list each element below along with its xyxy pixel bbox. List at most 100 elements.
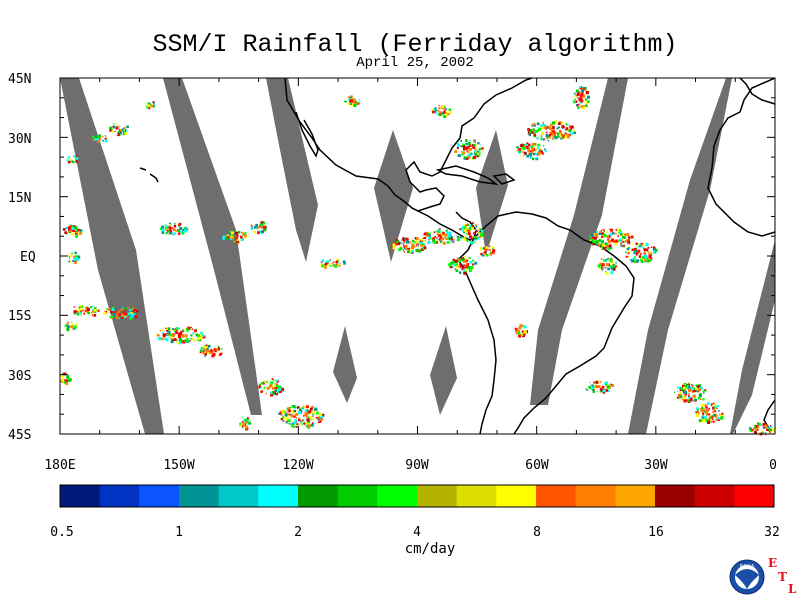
rain-pixel — [62, 382, 65, 384]
rain-pixel — [83, 311, 85, 313]
rain-pixel — [357, 103, 360, 105]
rain-pixel — [200, 331, 203, 334]
rain-pixel — [463, 238, 467, 241]
rain-pixel — [272, 386, 275, 390]
rain-pixel — [120, 306, 123, 309]
rain-pixel — [757, 422, 760, 425]
rain-pixel — [467, 142, 471, 146]
rain-pixel — [565, 123, 568, 126]
rain-pixel — [700, 409, 704, 413]
rain-pixel — [147, 104, 151, 108]
rain-pixel — [535, 157, 539, 161]
rain-pixel — [181, 231, 185, 235]
rain-pixel — [462, 257, 464, 259]
rain-pixel — [85, 306, 88, 309]
rain-pixel — [624, 237, 626, 239]
rain-pixel — [177, 229, 181, 233]
rain-pixel — [244, 419, 248, 423]
rain-pixel — [173, 224, 177, 228]
rain-pixel — [462, 151, 466, 155]
rain-pixel — [212, 350, 215, 353]
rain-pixel — [690, 389, 692, 391]
rain-pixel — [417, 244, 419, 246]
rain-pixel — [701, 407, 704, 410]
rain-pixel — [241, 421, 244, 424]
rain-pixel — [542, 145, 545, 147]
rain-pixel — [635, 253, 638, 256]
rain-pixel — [705, 417, 707, 420]
rain-pixel — [768, 428, 772, 432]
rain-pixel — [522, 334, 525, 338]
rain-pixel — [444, 236, 446, 239]
rain-pixel — [68, 230, 71, 233]
rain-pixel — [530, 131, 534, 134]
rain-pixel — [637, 243, 639, 246]
rain-pixel — [573, 92, 576, 95]
rain-pixel — [684, 389, 687, 391]
colorbar-swatch — [417, 485, 458, 507]
map-panel — [60, 78, 775, 434]
rain-pixel — [130, 314, 134, 318]
rain-pixel — [208, 351, 212, 354]
rain-pixel — [202, 351, 206, 355]
rain-pixel — [323, 265, 327, 269]
rain-pixel — [458, 271, 462, 274]
rain-pixel — [627, 255, 629, 258]
rain-pixel — [191, 337, 195, 341]
rain-pixel — [80, 309, 83, 312]
rain-pixel — [707, 413, 710, 415]
rain-pixel — [399, 242, 402, 245]
rain-pixel — [68, 378, 72, 382]
rain-pixel — [260, 387, 262, 389]
rain-pixel — [556, 132, 559, 134]
rain-pixel — [427, 237, 430, 239]
rain-pixel — [703, 392, 705, 394]
rain-pixel — [518, 330, 520, 332]
rain-pixel — [418, 249, 422, 253]
rain-pixel — [312, 413, 314, 415]
rain-pixel — [187, 340, 190, 343]
rain-pixel — [468, 230, 470, 232]
rain-pixel — [614, 232, 617, 235]
rain-pixel — [396, 239, 400, 243]
rain-pixel — [83, 313, 86, 315]
rain-pixel — [453, 237, 455, 240]
colorbar-unit: cm/day — [404, 541, 456, 557]
rain-pixel — [713, 403, 717, 406]
rain-pixel — [613, 263, 616, 266]
rain-pixel — [159, 329, 162, 332]
rain-pixel — [111, 314, 114, 316]
rain-pixel — [69, 261, 71, 263]
rain-pixel — [573, 98, 575, 100]
rain-pixel — [180, 331, 182, 333]
colorbar-swatch — [575, 485, 616, 507]
rain-pixel — [480, 149, 483, 152]
rain-pixel — [697, 388, 701, 392]
rain-pixel — [169, 333, 173, 337]
rain-pixel — [64, 231, 67, 234]
rain-pixel — [469, 269, 472, 272]
rain-pixel — [520, 328, 522, 330]
rain-pixel — [133, 309, 136, 313]
rain-pixel — [654, 250, 657, 254]
rain-pixel — [250, 224, 253, 227]
rain-pixel — [702, 419, 706, 423]
rain-pixel — [699, 394, 702, 397]
rain-pixel — [692, 390, 694, 392]
rain-pixel — [230, 235, 234, 238]
rain-pixel — [277, 392, 279, 394]
rain-pixel — [442, 231, 445, 235]
rain-pixel — [444, 113, 448, 117]
rain-pixel — [124, 312, 127, 316]
rain-pixel — [585, 98, 588, 101]
rain-pixel — [312, 415, 314, 417]
rain-pixel — [167, 327, 171, 331]
rain-pixel — [345, 101, 347, 103]
rain-pixel — [438, 107, 441, 110]
rain-pixel — [692, 394, 696, 398]
rain-pixel — [526, 144, 528, 146]
rain-pixel — [260, 225, 263, 228]
rain-pixel — [599, 262, 603, 265]
rain-pixel — [161, 231, 165, 234]
rain-pixel — [162, 333, 166, 337]
